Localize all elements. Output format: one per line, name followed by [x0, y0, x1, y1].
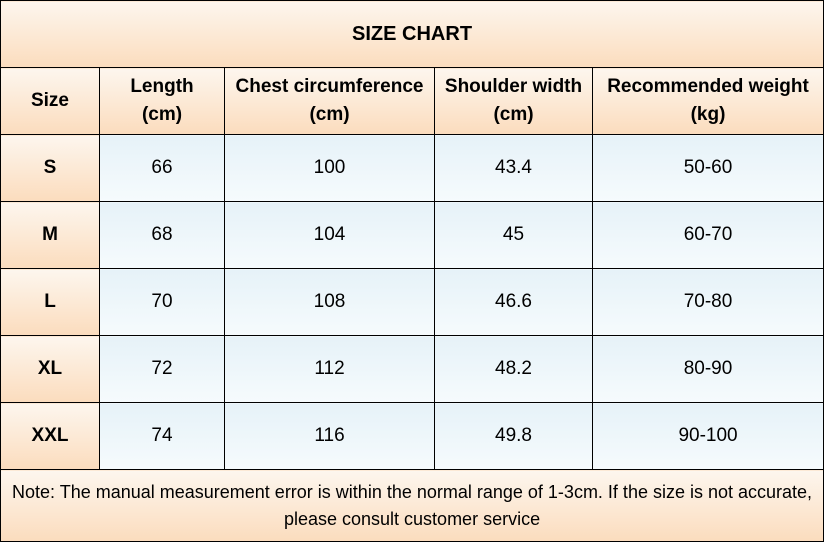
- title-row: SIZE CHART: [0, 0, 824, 68]
- size-label: XXL: [0, 402, 100, 470]
- header-size: Size: [0, 67, 100, 135]
- table-row: XXL 74 116 49.8 90-100: [0, 402, 824, 470]
- header-weight-unit: (kg): [690, 104, 726, 125]
- chest-value: 104: [224, 201, 435, 269]
- header-row: Size Length (cm) Chest circumference (cm…: [0, 67, 824, 135]
- shoulder-value: 46.6: [434, 268, 593, 336]
- shoulder-value: 43.4: [434, 134, 593, 202]
- weight-value: 50-60: [591, 134, 824, 202]
- size-label: XL: [0, 335, 100, 403]
- table-row: M 68 104 45 60-70: [0, 201, 824, 269]
- length-value: 74: [99, 402, 225, 470]
- header-shoulder: Shoulder width (cm): [434, 67, 593, 135]
- shoulder-value: 49.8: [434, 402, 593, 470]
- header-chest-unit: (cm): [309, 104, 350, 125]
- chest-value: 100: [224, 134, 435, 202]
- header-length-unit: (cm): [141, 104, 183, 125]
- weight-value: 70-80: [591, 268, 824, 336]
- chest-value: 108: [224, 268, 435, 336]
- header-weight: Recommended weight (kg): [591, 67, 824, 135]
- note-row: Note: The manual measurement error is wi…: [0, 469, 824, 542]
- table-row: S 66 100 43.4 50-60: [0, 134, 824, 202]
- table-row: L 70 108 46.6 70-80: [0, 268, 824, 336]
- size-label: M: [0, 201, 100, 269]
- length-value: 72: [99, 335, 225, 403]
- length-value: 66: [99, 134, 225, 202]
- header-chest: Chest circumference (cm): [224, 67, 435, 135]
- header-shoulder-label: Shoulder width: [444, 76, 583, 97]
- table-row: XL 72 112 48.2 80-90: [0, 335, 824, 403]
- chest-value: 116: [224, 402, 435, 470]
- size-label: L: [0, 268, 100, 336]
- shoulder-value: 48.2: [434, 335, 593, 403]
- weight-value: 60-70: [591, 201, 824, 269]
- chart-title: SIZE CHART: [0, 0, 824, 68]
- length-value: 70: [99, 268, 225, 336]
- weight-value: 90-100: [591, 402, 824, 470]
- header-weight-label: Recommended weight: [607, 76, 809, 97]
- header-size-label: Size: [30, 90, 70, 111]
- length-value: 68: [99, 201, 225, 269]
- header-shoulder-unit: (cm): [493, 104, 534, 125]
- size-label: S: [0, 134, 100, 202]
- header-chest-label: Chest circumference: [235, 76, 424, 97]
- header-length-label: Length: [130, 76, 194, 97]
- header-length: Length (cm): [99, 67, 225, 135]
- measurement-note: Note: The manual measurement error is wi…: [0, 469, 824, 542]
- weight-value: 80-90: [591, 335, 824, 403]
- chest-value: 112: [224, 335, 435, 403]
- shoulder-value: 45: [434, 201, 593, 269]
